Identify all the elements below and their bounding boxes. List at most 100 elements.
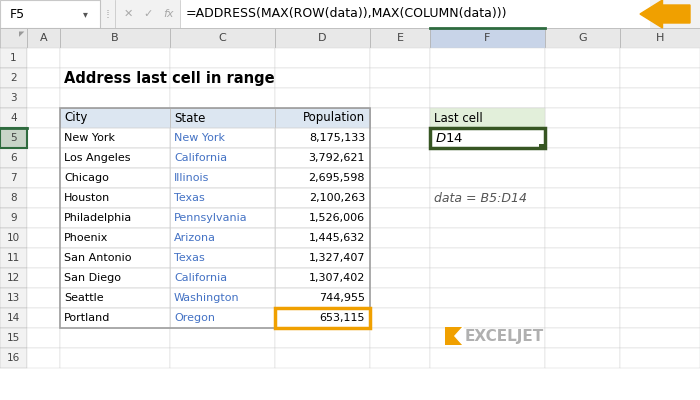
Text: 7: 7 bbox=[10, 173, 17, 183]
Bar bbox=[275, 268, 370, 288]
Bar bbox=[620, 48, 700, 68]
Bar bbox=[0, 328, 27, 348]
Text: New York: New York bbox=[174, 133, 225, 143]
Text: ▾: ▾ bbox=[83, 9, 88, 19]
Text: 13: 13 bbox=[7, 293, 20, 303]
Bar bbox=[620, 188, 700, 208]
Bar bbox=[170, 28, 275, 48]
Bar bbox=[170, 288, 275, 308]
Bar bbox=[60, 228, 170, 248]
Bar bbox=[620, 28, 700, 48]
Bar bbox=[545, 188, 620, 208]
Bar bbox=[180, 0, 650, 28]
Bar bbox=[0, 108, 27, 128]
Bar bbox=[370, 188, 430, 208]
Bar bbox=[430, 208, 545, 228]
Bar bbox=[0, 0, 700, 28]
Bar bbox=[275, 168, 370, 188]
Bar bbox=[0, 208, 27, 228]
Text: data = B5:D14: data = B5:D14 bbox=[434, 192, 527, 204]
Bar bbox=[60, 148, 170, 168]
Bar bbox=[370, 88, 430, 108]
Bar bbox=[275, 348, 370, 368]
Text: City: City bbox=[64, 112, 88, 124]
Bar bbox=[370, 168, 430, 188]
Text: San Diego: San Diego bbox=[64, 273, 121, 283]
Bar bbox=[275, 308, 370, 328]
Bar bbox=[275, 48, 370, 68]
Bar bbox=[430, 108, 545, 128]
Text: 12: 12 bbox=[7, 273, 20, 283]
Text: Arizona: Arizona bbox=[174, 233, 216, 243]
Bar bbox=[275, 228, 370, 248]
Text: 2,695,598: 2,695,598 bbox=[309, 173, 365, 183]
Bar bbox=[0, 88, 27, 108]
Bar bbox=[170, 148, 275, 168]
Bar bbox=[170, 108, 275, 128]
Text: Pennsylvania: Pennsylvania bbox=[174, 213, 248, 223]
Bar bbox=[27, 128, 60, 148]
Bar bbox=[370, 228, 430, 248]
Bar bbox=[60, 88, 170, 108]
Text: 14: 14 bbox=[7, 313, 20, 323]
Bar bbox=[620, 68, 700, 88]
Bar bbox=[0, 228, 27, 248]
Text: Illinois: Illinois bbox=[174, 173, 209, 183]
Bar bbox=[170, 188, 275, 208]
Bar bbox=[27, 348, 60, 368]
Bar bbox=[27, 108, 60, 128]
Bar bbox=[0, 148, 27, 168]
Text: Chicago: Chicago bbox=[64, 173, 109, 183]
Bar bbox=[60, 328, 170, 348]
Bar bbox=[620, 128, 700, 148]
Bar bbox=[60, 208, 170, 228]
Bar bbox=[370, 28, 430, 48]
Text: ✕: ✕ bbox=[123, 9, 133, 19]
Bar bbox=[0, 68, 27, 88]
Bar bbox=[170, 248, 275, 268]
Bar bbox=[60, 48, 170, 68]
Bar bbox=[170, 48, 275, 68]
Text: 15: 15 bbox=[7, 333, 20, 343]
Bar bbox=[275, 128, 370, 148]
Bar bbox=[170, 268, 275, 288]
Bar bbox=[60, 308, 170, 328]
Text: Oregon: Oregon bbox=[174, 313, 215, 323]
Bar bbox=[370, 268, 430, 288]
Bar bbox=[430, 288, 545, 308]
Bar bbox=[545, 168, 620, 188]
Bar bbox=[620, 288, 700, 308]
Bar bbox=[170, 208, 275, 228]
Text: Houston: Houston bbox=[64, 193, 111, 203]
Text: 3,792,621: 3,792,621 bbox=[309, 153, 365, 163]
Text: 1: 1 bbox=[10, 53, 17, 63]
Bar bbox=[370, 128, 430, 148]
Text: Portland: Portland bbox=[64, 313, 111, 323]
Text: 10: 10 bbox=[7, 233, 20, 243]
Bar bbox=[430, 268, 545, 288]
Text: ⁞: ⁞ bbox=[106, 8, 110, 20]
Text: $D$14: $D$14 bbox=[435, 132, 463, 144]
Bar bbox=[430, 148, 545, 168]
Bar bbox=[545, 308, 620, 328]
Bar bbox=[275, 188, 370, 208]
Bar bbox=[60, 128, 170, 148]
Text: 11: 11 bbox=[7, 253, 20, 263]
Bar bbox=[620, 348, 700, 368]
Text: New York: New York bbox=[64, 133, 115, 143]
Text: Address last cell in range: Address last cell in range bbox=[64, 70, 274, 86]
Bar bbox=[370, 328, 430, 348]
Bar bbox=[620, 268, 700, 288]
Bar bbox=[545, 268, 620, 288]
Text: ✓: ✓ bbox=[144, 9, 153, 19]
Bar bbox=[170, 248, 275, 268]
Bar bbox=[60, 308, 170, 328]
Bar bbox=[170, 68, 275, 88]
Bar bbox=[60, 268, 170, 288]
Bar bbox=[60, 108, 170, 128]
Bar bbox=[27, 248, 60, 268]
Text: 5: 5 bbox=[10, 133, 17, 143]
Bar bbox=[60, 228, 170, 248]
Bar bbox=[170, 228, 275, 248]
Text: Washington: Washington bbox=[174, 293, 239, 303]
